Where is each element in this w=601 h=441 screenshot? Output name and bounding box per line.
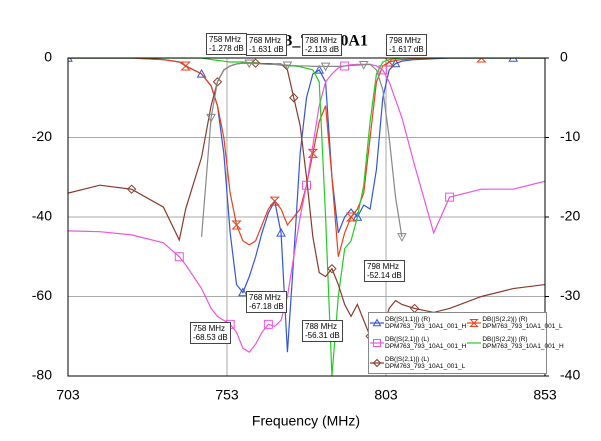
marker-annotation: 798 MHz -52.14 dB xyxy=(364,260,405,282)
y2-tick-label: -30 xyxy=(560,287,580,303)
marker xyxy=(352,211,363,221)
marker xyxy=(238,287,248,297)
marker-annotation: 768 MHz -1.631 dB xyxy=(246,34,287,56)
marker xyxy=(212,77,223,87)
y-tick-label: -20 xyxy=(32,128,52,144)
x-tick-label: 803 xyxy=(374,387,398,403)
series-line xyxy=(200,62,403,237)
marker xyxy=(269,196,280,206)
marker xyxy=(244,59,255,69)
series-line xyxy=(68,58,545,376)
plot-area xyxy=(68,58,545,376)
marker xyxy=(345,212,357,222)
series-line xyxy=(68,62,545,359)
x-tick-label: 753 xyxy=(215,387,239,403)
marker xyxy=(282,61,293,71)
y2-tick-label: 0 xyxy=(560,49,568,65)
marker xyxy=(250,58,261,68)
marker xyxy=(320,62,331,72)
series-line xyxy=(68,58,545,257)
legend-label: DB(|S(2,1)|) (L) DPM763_793_10A1_001_L xyxy=(385,356,466,370)
marker xyxy=(476,58,487,63)
marker xyxy=(340,61,350,71)
marker xyxy=(126,184,137,194)
marker xyxy=(390,58,401,68)
legend-label: DB(|S(2,1)|) (L) DPM763_793_10A1_001_H xyxy=(385,336,467,350)
legend-icon xyxy=(370,318,384,327)
marker xyxy=(289,93,299,103)
marker xyxy=(263,319,273,329)
x-axis-label: Frequency (MHz) xyxy=(252,413,360,429)
marker xyxy=(373,339,381,347)
marker-annotation: 788 MHz -2.113 dB xyxy=(302,34,343,56)
legend-entry: DB(|S(2,1)|) (L) DPM763_793_10A1_001_L xyxy=(369,353,466,373)
legend-entry: DB(|S(2,1)|) (L) DPM763_793_10A1_001_H xyxy=(369,333,466,353)
y-tick-label: -80 xyxy=(32,367,52,383)
marker xyxy=(327,263,337,274)
marker-annotation: 798 MHz -1.617 dB xyxy=(386,34,427,56)
legend-icon xyxy=(467,342,482,344)
marker xyxy=(372,318,382,327)
legend-entry: DB(|S(2,2)|) (R) DPM763_793_10A1_001_L xyxy=(466,313,563,333)
marker-annotation: 758 MHz -68.53 dB xyxy=(190,322,231,344)
legend-label: DB(|S(2,2)|) (R) DPM763_793_10A1_001_L xyxy=(482,316,563,330)
legend-icon xyxy=(467,319,482,327)
y-tick-label: -60 xyxy=(32,287,52,303)
legend-label: DB(|S(2,2)|) (R) DPM763_793_10A1_001_H xyxy=(482,336,564,350)
y2-tick-label: -10 xyxy=(560,128,580,144)
marker xyxy=(231,220,242,230)
y2-tick-label: -40 xyxy=(560,367,580,383)
legend-icon xyxy=(370,358,384,368)
marker xyxy=(276,227,286,237)
marker xyxy=(469,319,480,327)
legend-icon xyxy=(370,339,384,347)
legend: DB(|S(1,1)|) (R) DPM763_793_10A1_001_H DB… xyxy=(368,312,564,374)
y-tick-label: 0 xyxy=(44,49,52,65)
marker-annotation: 768 MHz -67.18 dB xyxy=(246,291,287,313)
legend-entry: DB(|S(1,1)|) (R) DPM763_793_10A1_001_H xyxy=(369,313,466,333)
marker xyxy=(445,192,455,202)
marker xyxy=(307,148,319,158)
x-tick-label: 703 xyxy=(56,387,80,403)
marker xyxy=(174,252,184,262)
marker xyxy=(302,180,311,190)
marker xyxy=(372,358,382,368)
marker xyxy=(397,233,407,242)
marker xyxy=(508,58,519,62)
y2-tick-label: -20 xyxy=(560,208,580,224)
y-tick-label: -40 xyxy=(32,208,52,224)
marker xyxy=(314,64,325,74)
x-tick-label: 853 xyxy=(533,387,557,403)
marker xyxy=(180,61,191,71)
marker xyxy=(206,113,216,123)
legend-entry: DB(|S(2,2)|) (R) DPM763_793_10A1_001_H xyxy=(466,333,564,353)
legend-label: DB(|S(1,1)|) (R) DPM763_793_10A1_001_H xyxy=(385,316,467,330)
marker-annotation: 758 MHz -1.278 dB xyxy=(206,33,247,55)
series-line xyxy=(68,63,545,353)
marker-annotation: 788 MHz -56.31 dB xyxy=(302,320,343,342)
marker xyxy=(358,61,369,70)
marker xyxy=(378,65,388,75)
